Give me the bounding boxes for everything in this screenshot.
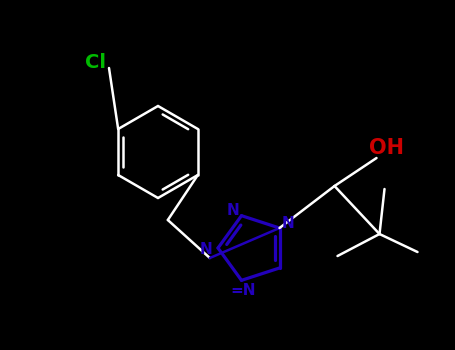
Text: N: N [281,216,294,231]
Text: N: N [200,243,212,258]
Text: =N: =N [231,283,256,298]
Text: OH: OH [369,138,404,158]
Text: Cl: Cl [85,52,106,71]
Text: N: N [227,203,240,218]
